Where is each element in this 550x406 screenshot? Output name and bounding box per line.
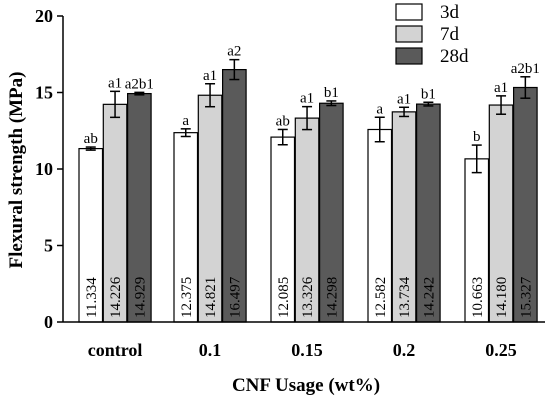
legend-swatch (395, 3, 423, 21)
significance-label: a2 (227, 44, 241, 60)
legend-swatch (395, 47, 423, 65)
significance-label: b1 (421, 86, 436, 102)
bar-value-label: 14.298 (324, 277, 340, 318)
significance-label: a1 (397, 91, 411, 107)
x-tick-label: control (88, 340, 143, 360)
legend-label: 7d (440, 24, 460, 45)
legend-label: 3d (440, 2, 460, 23)
bar-value-label: 14.180 (494, 277, 510, 318)
bar-value-label: 12.582 (373, 277, 389, 318)
bars-layer (78, 68, 538, 323)
significance-label: ab (84, 131, 98, 147)
bar-value-label: 13.326 (300, 276, 316, 318)
significance-label: a1 (108, 75, 122, 91)
bar-value-label: 13.734 (397, 276, 413, 318)
y-tick-label: 0 (44, 312, 53, 332)
bar-value-label: 12.375 (179, 277, 195, 318)
labels-layer: 11.334ab14.226a114.929a2b112.375a14.821a… (84, 44, 540, 318)
significance-label: b (473, 129, 481, 145)
significance-label: ab (276, 113, 290, 129)
bar-value-label: 16.497 (227, 276, 243, 318)
error-bars-layer (85, 58, 531, 174)
significance-label: a1 (300, 91, 314, 107)
significance-label: a (376, 101, 383, 117)
bar-value-label: 11.334 (84, 277, 100, 318)
bar-value-label: 14.242 (421, 277, 437, 318)
x-tick-label: 0.15 (291, 340, 323, 360)
x-tick-label: 0.25 (485, 340, 517, 360)
bar-value-label: 14.226 (108, 276, 124, 318)
significance-label: a2b1 (125, 76, 154, 92)
significance-label: a1 (494, 80, 508, 96)
y-axis-title: Flexural strength (MPa) (6, 72, 27, 269)
bar-value-label: 10.663 (470, 277, 486, 318)
bar-value-label: 14.821 (203, 277, 219, 318)
x-tick-label: 0.1 (199, 340, 222, 360)
legend-swatch (395, 25, 423, 43)
significance-label: a2b1 (511, 61, 540, 77)
significance-label: b1 (324, 85, 339, 101)
significance-label: a (182, 113, 189, 129)
x-axis-title: CNF Usage (wt%) (232, 375, 380, 396)
bar-value-label: 12.085 (276, 277, 292, 318)
y-tick-label: 10 (35, 159, 53, 179)
y-tick-label: 15 (35, 83, 53, 103)
x-tick-label: 0.2 (393, 340, 416, 360)
bar-value-label: 14.929 (132, 277, 148, 318)
bar-value-label: 15.327 (518, 276, 534, 318)
y-tick-label: 5 (44, 236, 53, 256)
axes-layer: control 0.1 0.15 0.2 0.25 0 5 10 15 20 (35, 6, 545, 360)
legend-label: 28d (440, 46, 469, 67)
significance-label: a1 (203, 68, 217, 84)
y-tick-label: 20 (35, 6, 53, 26)
